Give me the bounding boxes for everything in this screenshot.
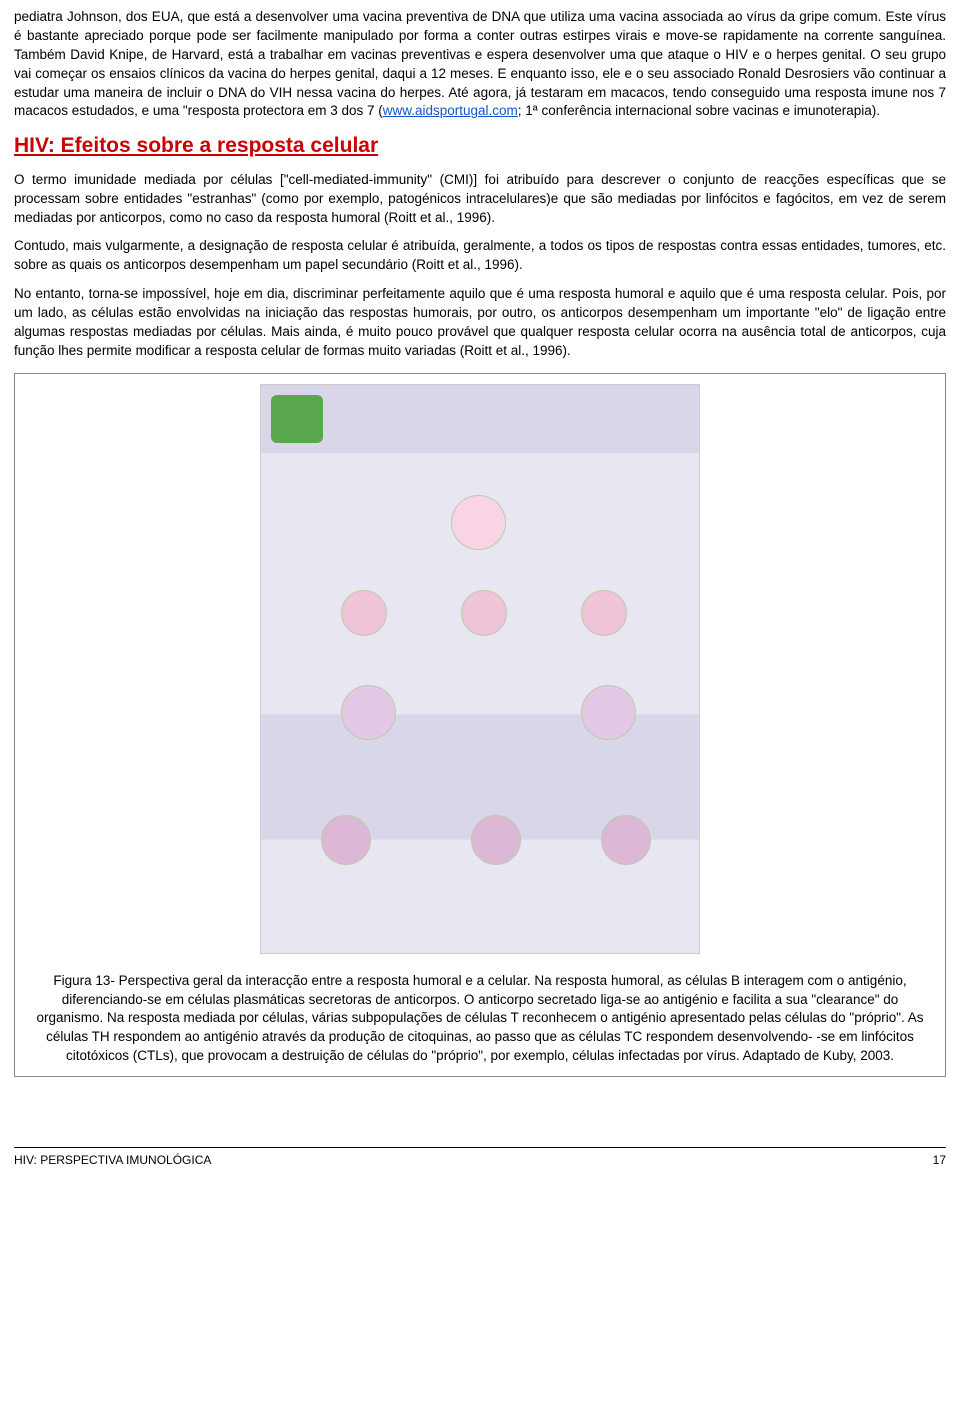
p1-text-b: ; 1ª conferência internacional sobre vac… bbox=[518, 103, 880, 118]
body-paragraph-1: pediatra Johnson, dos EUA, que está a de… bbox=[14, 8, 946, 121]
figure-image-placeholder bbox=[260, 384, 700, 954]
footer-title: HIV: PERSPECTIVA IMUNOLÓGICA bbox=[14, 1152, 211, 1169]
page-footer: HIV: PERSPECTIVA IMUNOLÓGICA 17 bbox=[14, 1147, 946, 1169]
body-paragraph-3: Contudo, mais vulgarmente, a designação … bbox=[14, 237, 946, 275]
aidsportugal-link[interactable]: www.aidsportugal.com bbox=[383, 103, 518, 118]
section-heading: HIV: Efeitos sobre a resposta celular bbox=[14, 131, 946, 160]
footer-page-number: 17 bbox=[933, 1152, 946, 1169]
figure-caption: Figura 13- Perspectiva geral da interacç… bbox=[21, 968, 939, 1070]
body-paragraph-4: No entanto, torna-se impossível, hoje em… bbox=[14, 285, 946, 361]
body-paragraph-2: O termo imunidade mediada por células ["… bbox=[14, 171, 946, 228]
figure-container: Figura 13- Perspectiva geral da interacç… bbox=[14, 373, 946, 1077]
